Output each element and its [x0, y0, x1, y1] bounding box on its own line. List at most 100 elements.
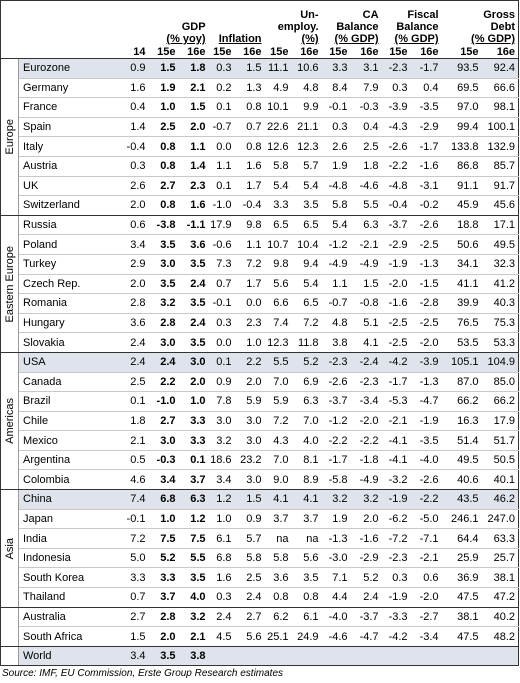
table-row: UK 2.6 2.7 2.3 0.1 1.7 5.4 5.4 -4.8 -4.6 -4.8 -3.1 9… [1, 176, 519, 197]
value-cell: 2.5 [148, 117, 179, 138]
value-cell: 4.8 [321, 313, 351, 334]
value-cell: 6.5 [291, 215, 322, 236]
value-cell [291, 646, 322, 667]
value-cell: 3.8 [178, 646, 209, 667]
subheader: 16e [178, 45, 209, 59]
value-cell: -1.3 [410, 254, 442, 275]
value-cell: -2.0 [350, 411, 382, 432]
table-row: Mexico 2.1 3.0 3.3 3.2 3.0 4.3 4.0 -2.2 -2.2 -4.1-… [1, 430, 519, 451]
value-cell: 40.1 [481, 469, 519, 491]
value-cell: 1.5 [120, 626, 149, 647]
value-cell: 5.5 [350, 195, 382, 216]
value-cell: 0.3 [208, 313, 235, 334]
value-cell: 0.7 [120, 587, 149, 608]
value-cell: 10.6 [291, 58, 322, 79]
table-row: World 3.4 3.5 3.8 [0, 646, 519, 667]
value-cell: 2.2 [234, 352, 265, 373]
value-cell: 85.7 [481, 156, 519, 177]
value-cell: 2.6 [120, 176, 149, 197]
value-cell: 21.1 [291, 117, 322, 138]
value-cell: 7.9 [350, 78, 382, 99]
value-cell: -2.5 [410, 234, 442, 255]
value-cell: 0.3 [208, 58, 235, 79]
value-cell [321, 646, 351, 667]
value-cell: 87.0 [441, 372, 482, 393]
value-cell: 5.5 [264, 352, 292, 373]
header-line: Fiscal [407, 9, 439, 21]
value-cell: -2.5 [410, 313, 442, 334]
value-cell: 0.3 [381, 78, 411, 99]
value-cell: 3.5 [291, 195, 322, 216]
value-cell: 1.9 [321, 509, 351, 530]
value-cell: 3.6 [120, 313, 149, 334]
value-cell: -3.8 [148, 215, 179, 236]
value-cell: 66.6 [481, 78, 519, 99]
value-cell: 0.1 [120, 391, 149, 412]
value-cell: 7.3 [208, 254, 235, 275]
value-cell: 3.2 [148, 293, 179, 314]
subheader: 14 [120, 45, 149, 59]
value-cell: -4.6 [321, 626, 351, 647]
header-line: (% GDP) [471, 33, 516, 45]
value-cell: -4.9 [321, 254, 351, 275]
table-row: India 7.2 7.5 7.5 6.1 5.7 na na -1.3 -1.6 -7.2 -7.1… [1, 528, 519, 549]
table-row: Romania 2.8 3.2 3.5 -0.1 0.0 6.6 6.5 -0.7 -0.8 -1.… [1, 293, 519, 314]
country: South Korea [18, 567, 121, 589]
value-cell: 2.4 [148, 352, 179, 373]
value-cell: 3.2 [350, 489, 382, 510]
value-cell: 38.1 [441, 607, 482, 628]
country: Thailand [18, 587, 121, 608]
value-cell: 0.7 [208, 274, 235, 295]
value-cell: 6.3 [291, 391, 322, 412]
value-cell: 3.0 [148, 254, 179, 275]
country: Japan [18, 509, 121, 530]
country: Czech Rep. [18, 274, 121, 295]
value-cell: 25.7 [481, 548, 519, 569]
value-cell: 3.4 [208, 469, 235, 491]
value-cell: 0.9 [120, 58, 149, 79]
value-cell: -3.3 [381, 607, 411, 628]
value-cell: -1.9 [381, 587, 411, 608]
country: France [18, 97, 121, 118]
source-note: Source: IMF, EU Commission, Erste Group … [2, 668, 284, 680]
value-cell: 7.5 [178, 528, 209, 549]
value-cell: 0.4 [410, 78, 442, 99]
value-cell: 12.3 [291, 136, 322, 157]
value-cell: 2.3 [234, 313, 265, 334]
value-cell: 39.9 [441, 293, 482, 314]
value-cell [234, 646, 265, 667]
value-cell: 1.7 [234, 176, 265, 197]
value-cell: 1.2 [208, 489, 235, 510]
value-cell: na [264, 528, 292, 549]
subheader: 16e [291, 45, 322, 59]
header-line: Debt [490, 21, 516, 33]
value-cell: -5.3 [381, 391, 411, 412]
value-cell: 2.0 [350, 509, 382, 530]
value-cell: -2.9 [381, 234, 411, 255]
value-cell: 0.0 [208, 136, 235, 157]
value-cell: 6.3 [350, 215, 382, 236]
value-cell: 1.3 [234, 78, 265, 99]
value-cell: -1.9 [381, 489, 411, 510]
value-cell: 4.0 [178, 587, 209, 608]
value-cell: 0.1 [178, 450, 209, 471]
value-cell: 3.0 [234, 411, 265, 432]
value-cell: 4.8 [291, 78, 322, 99]
value-cell: 3.3 [120, 567, 149, 589]
value-cell: 0.1 [208, 97, 235, 118]
table-row: Turkey 2.9 3.0 3.5 7.3 7.2 9.8 9.4 -4.9 -4.9 -1.9-… [1, 254, 519, 275]
value-cell: 50.6 [441, 234, 482, 255]
country: South Africa [18, 626, 121, 647]
value-cell: -1.9 [410, 411, 442, 432]
table-row: Indonesia 5.0 5.2 5.5 6.8 5.8 5.8 5.6 -3.0 -2.9 -2… [1, 548, 519, 569]
value-cell [410, 646, 442, 667]
country: USA [18, 352, 121, 373]
value-cell: -1.0 [148, 391, 179, 412]
value-cell: 48.2 [481, 626, 519, 647]
value-cell: -3.7 [350, 607, 382, 628]
value-cell: 3.2 [321, 489, 351, 510]
value-cell: 3.3 [264, 195, 292, 216]
value-cell: -1.9 [381, 254, 411, 275]
value-cell: -2.6 [321, 372, 351, 393]
value-cell: 3.8 [321, 332, 351, 353]
